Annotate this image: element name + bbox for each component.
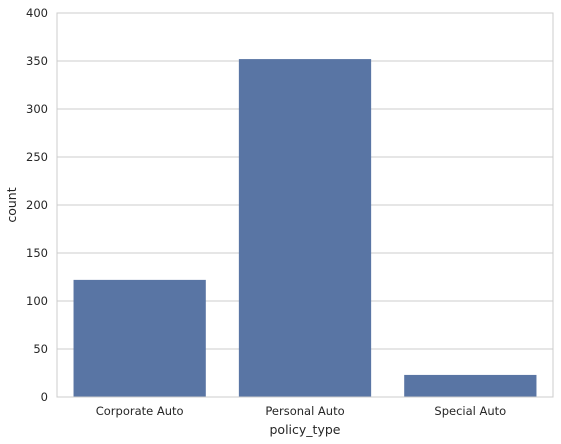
y-tick-labels: 0 50 100 150 200 250 300 350 400 <box>26 6 48 404</box>
y-tick-label: 350 <box>26 54 48 68</box>
x-tick-label: Special Auto <box>434 404 506 418</box>
bar <box>238 59 372 398</box>
y-tick-label: 0 <box>41 390 48 404</box>
x-tick-labels: Corporate Auto Personal Auto Special Auto <box>96 404 506 418</box>
y-tick-label: 400 <box>26 6 48 20</box>
bar <box>73 279 206 397</box>
x-axis-label: policy_type <box>270 422 341 437</box>
y-tick-label: 200 <box>26 198 48 212</box>
x-tick-label: Personal Auto <box>265 404 344 418</box>
bar <box>404 374 537 397</box>
y-tick-label: 50 <box>33 342 48 356</box>
y-tick-label: 150 <box>26 246 48 260</box>
bars <box>73 59 537 398</box>
y-tick-label: 250 <box>26 150 48 164</box>
x-tick-label: Corporate Auto <box>96 404 184 418</box>
plot-frame <box>56 12 554 398</box>
y-tick-label: 300 <box>26 102 48 116</box>
y-tick-label: 100 <box>26 294 48 308</box>
y-axis-label: count <box>4 187 19 222</box>
